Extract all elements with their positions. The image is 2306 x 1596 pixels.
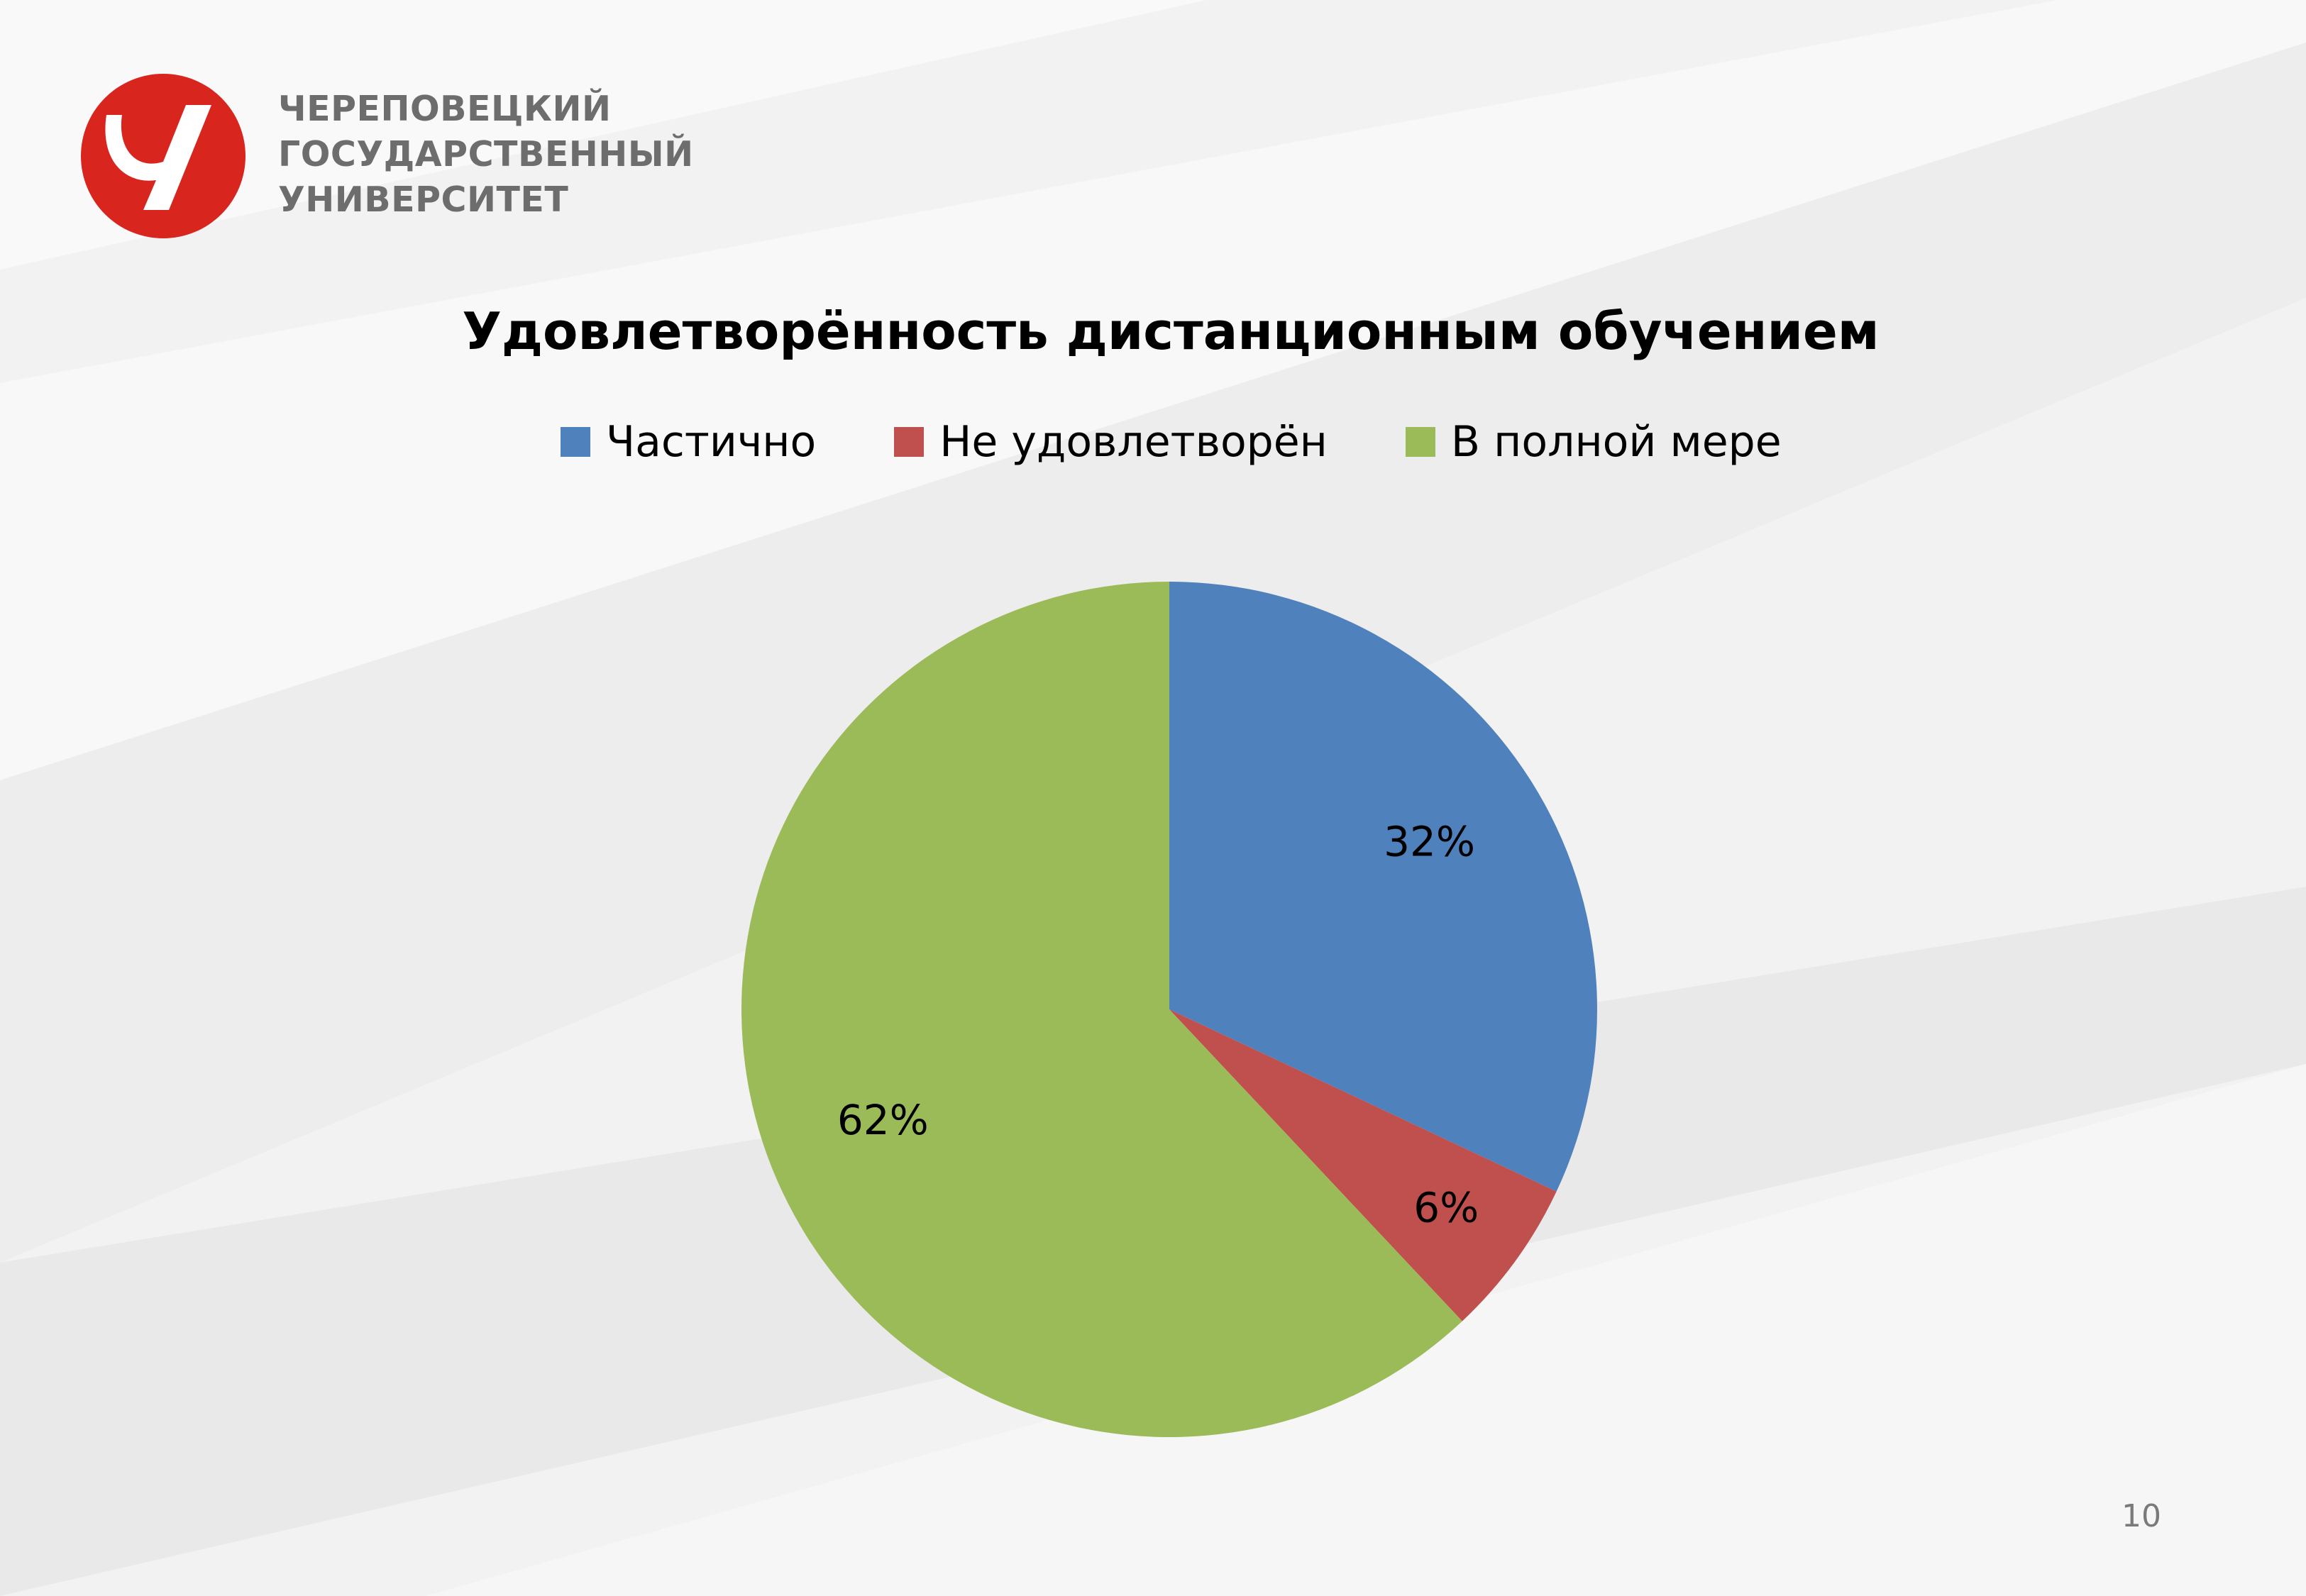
legend-swatch-fully	[1405, 427, 1435, 457]
data-label-fully: 62%	[837, 1096, 929, 1144]
page-number: 10	[2122, 1498, 2161, 1534]
legend-label-fully: В полной мере	[1450, 417, 1782, 467]
legend-item-partially: Частично	[561, 417, 816, 467]
pie-slice-not-satisfied	[1169, 1009, 1557, 1321]
data-label-partially: 32%	[1384, 817, 1475, 865]
legend-label-not-satisfied: Не удовлетворён	[939, 417, 1328, 467]
legend-item-fully: В полной мере	[1405, 417, 1782, 467]
legend-swatch-not-satisfied	[894, 427, 925, 457]
pie-slice-fully	[741, 582, 1462, 1438]
university-name-line-3: УНИВЕРСИТЕТ	[278, 179, 569, 220]
university-logo-icon	[81, 74, 246, 238]
legend-swatch-partially	[561, 427, 590, 457]
legend-item-not-satisfied: Не удовлетворён	[894, 417, 1328, 467]
pie-slice-partially	[1169, 582, 1597, 1192]
university-name-line-1: ЧЕРЕПОВЕЦКИЙ	[278, 89, 612, 129]
legend-label-partially: Частично	[606, 417, 817, 467]
chart-title: Удовлетворённость дистанционным обучение…	[462, 301, 1880, 361]
university-name-line-2: ГОСУДАРСТВЕННЫЙ	[278, 134, 694, 174]
chart-legend: Частично Не удовлетворён В полной мере	[561, 410, 1782, 474]
university-name: ЧЕРЕПОВЕЦКИЙ ГОСУДАРСТВЕННЫЙ УНИВЕРСИТЕТ	[278, 87, 694, 223]
data-label-not-satisfied: 6%	[1413, 1184, 1479, 1232]
